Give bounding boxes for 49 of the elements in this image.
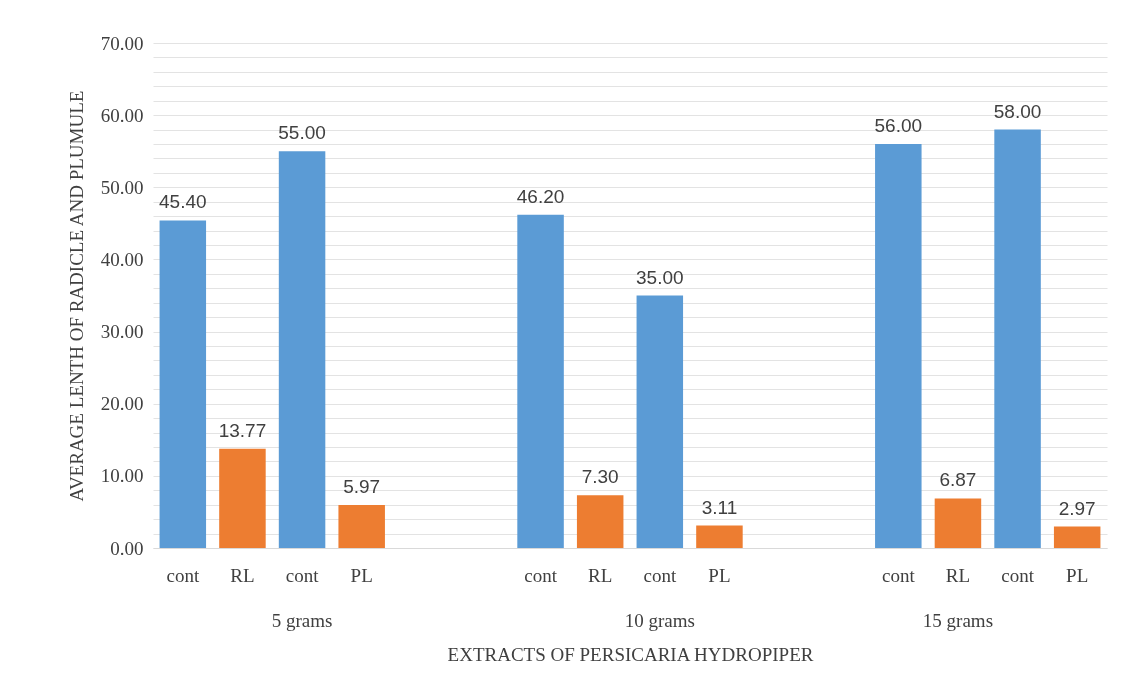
x-axis-title: EXTRACTS OF PERSICARIA HYDROPIPER	[447, 643, 814, 665]
data-label: 6.87	[939, 469, 977, 491]
text: 15 grams	[922, 610, 994, 631]
bar	[934, 498, 982, 548]
data-label: 55.00	[278, 122, 326, 144]
y-tick-label: 60.00	[100, 104, 144, 126]
y-tick-label: 30.00	[100, 321, 144, 343]
y-tick-label: 0.00	[110, 537, 144, 559]
data-label: 5.97	[343, 475, 381, 497]
data-label: 46.20	[516, 185, 565, 207]
data-label: 35.00	[636, 266, 684, 288]
data-label: 13.77	[218, 419, 267, 441]
bar	[338, 504, 385, 548]
bar	[994, 129, 1041, 548]
text: 10 grams	[624, 610, 695, 631]
bar	[696, 525, 743, 548]
data-label: 2.97	[1058, 497, 1096, 519]
data-label: 56.00	[874, 115, 923, 136]
bar	[1053, 526, 1101, 548]
bar	[636, 295, 684, 548]
x-tick-label: cont	[285, 564, 320, 586]
bar	[875, 144, 922, 548]
bar	[517, 214, 564, 548]
x-tick-label: RL	[588, 564, 613, 586]
bar	[219, 448, 266, 548]
data-label: 58.00	[993, 100, 1042, 122]
y-tick-label: 20.00	[100, 393, 144, 415]
y-tick-label: 50.00	[100, 176, 144, 198]
text: 5 grams	[271, 610, 333, 631]
y-axis-title: AVERAGE LENTH OF RADICLE AND PLUMULE	[65, 90, 87, 502]
data-label: 3.11	[701, 496, 738, 518]
bar	[278, 151, 326, 548]
x-tick-label: cont	[643, 564, 677, 586]
y-tick-label: 70.00	[100, 32, 144, 54]
x-tick-label: PL	[1066, 564, 1089, 586]
data-label: 45.40	[159, 191, 207, 213]
bar	[159, 220, 207, 548]
x-tick-label: cont	[524, 564, 558, 586]
y-tick-label: 10.00	[100, 465, 144, 487]
x-tick-label: cont	[166, 564, 200, 586]
data-label: 7.30	[581, 466, 619, 488]
bar	[576, 495, 624, 548]
x-tick-label: PL	[708, 564, 731, 586]
x-tick-label: cont	[881, 564, 916, 586]
x-tick-label: cont	[1001, 564, 1035, 586]
x-tick-label: PL	[350, 564, 373, 586]
x-tick-label: RL	[230, 564, 255, 586]
x-tick-label: RL	[945, 564, 971, 586]
y-tick-label: 40.00	[100, 248, 144, 270]
